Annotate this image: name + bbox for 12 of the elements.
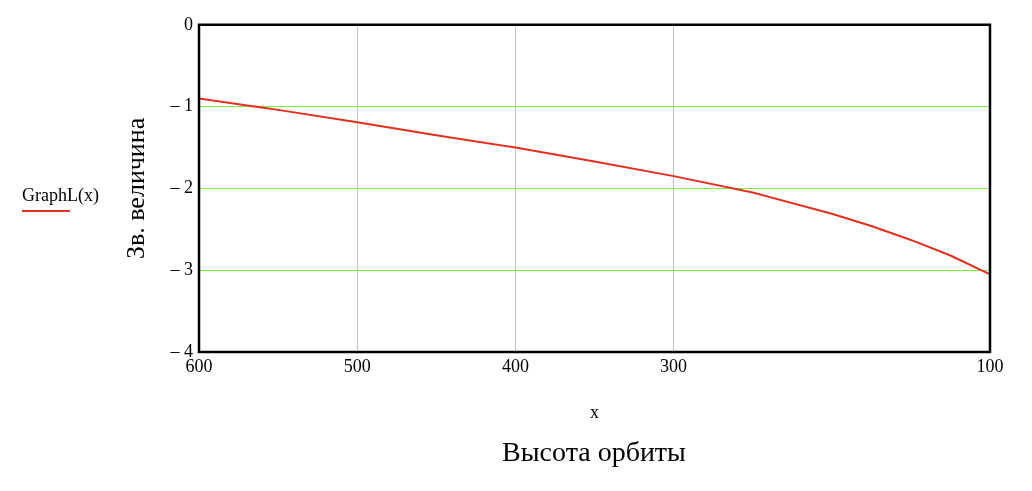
text: Высота орбиты	[501, 436, 687, 468]
x-tick-label: 300	[660, 355, 688, 376]
x-tick-label: 400	[501, 355, 529, 376]
y-axis-title: Зв. величина	[120, 117, 150, 260]
x-tick-label: 100	[976, 355, 1004, 376]
y-tick-label: 0	[184, 13, 193, 34]
text: GraphL(x)	[22, 185, 99, 205]
y-tick-label: – 1	[169, 95, 193, 116]
x-tick-label: 500	[343, 355, 371, 376]
y-tick-label: – 3	[169, 258, 193, 279]
y-tick-label: – 2	[169, 177, 193, 198]
x-axis-title: x	[590, 401, 599, 422]
